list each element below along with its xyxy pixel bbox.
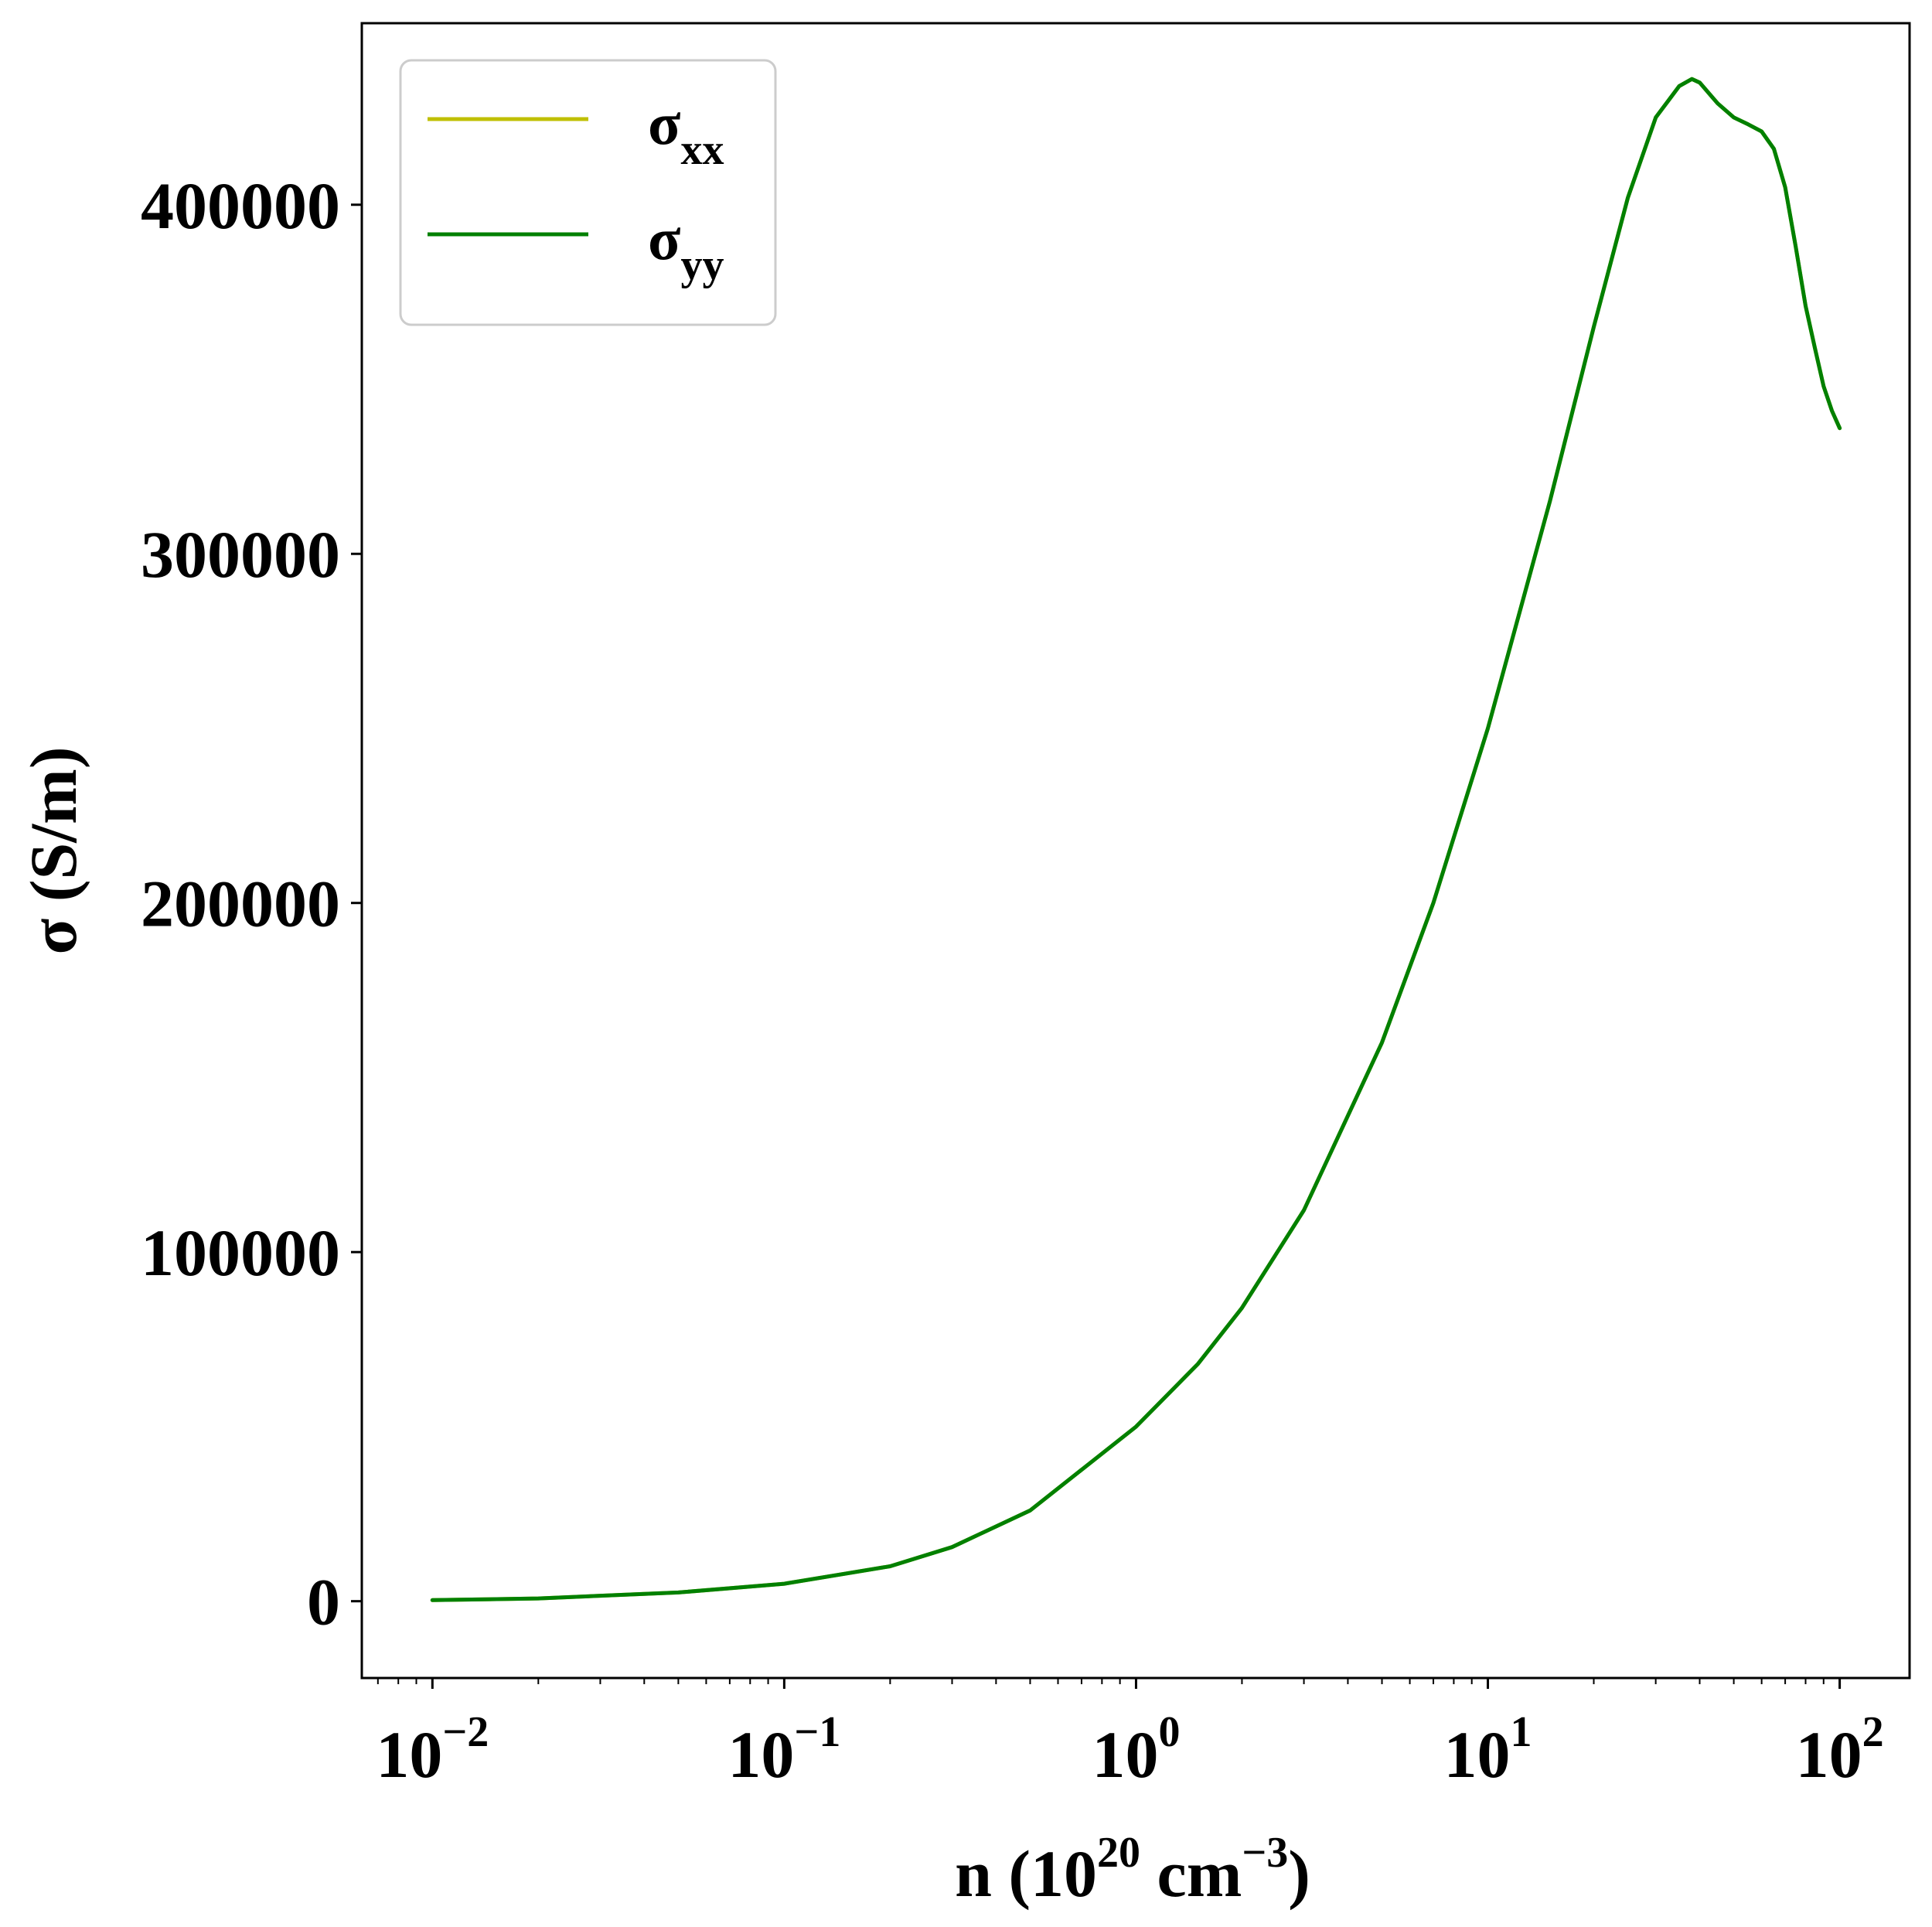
- x-axis-label-sup2: −3: [1242, 1829, 1288, 1877]
- y-tick-label-2: 200000: [141, 867, 340, 941]
- legend-sub-sigma-xx: xx: [680, 126, 724, 174]
- y-tick-label-4: 400000: [141, 169, 340, 243]
- x-axis-label-sup1: 20: [1097, 1829, 1140, 1877]
- x-tick-label-1: 10−1: [727, 1708, 840, 1792]
- ticks: 0 100000 200000 300000 400000 10−2 10−1 100 101 1…: [141, 169, 1884, 1792]
- y-tick-label-0: 0: [307, 1565, 340, 1639]
- x-axis-label-base: n (10: [955, 1837, 1097, 1911]
- x-axis-label: n (1020 cm−3): [955, 1829, 1310, 1911]
- legend-symbol-sigma-xx: σ: [648, 90, 680, 157]
- series-line-1: [430, 77, 1842, 1602]
- y-axis-label: σ (S/m): [16, 747, 90, 955]
- legend-box: [399, 59, 777, 326]
- x-axis-label-end: ): [1288, 1837, 1310, 1911]
- y-tick-label-3: 300000: [141, 517, 340, 592]
- legend-symbol-sigma-yy: σ: [648, 205, 680, 272]
- legend-sub-sigma-yy: yy: [680, 241, 724, 289]
- y-tick-label-1: 100000: [141, 1216, 340, 1290]
- x-tick-label-2: 100: [1092, 1708, 1180, 1792]
- plot-area: [430, 77, 1842, 1602]
- legend-label-sigma-xx: σxx: [648, 90, 724, 174]
- legend-label-sigma-yy: σyy: [648, 205, 724, 289]
- legend: σxx σyy: [399, 59, 777, 326]
- x-axis-label-mid: cm: [1140, 1837, 1242, 1911]
- x-tick-label-0: 10−2: [376, 1708, 489, 1792]
- x-tick-label-3: 101: [1444, 1708, 1532, 1792]
- x-tick-label-4: 102: [1796, 1708, 1884, 1792]
